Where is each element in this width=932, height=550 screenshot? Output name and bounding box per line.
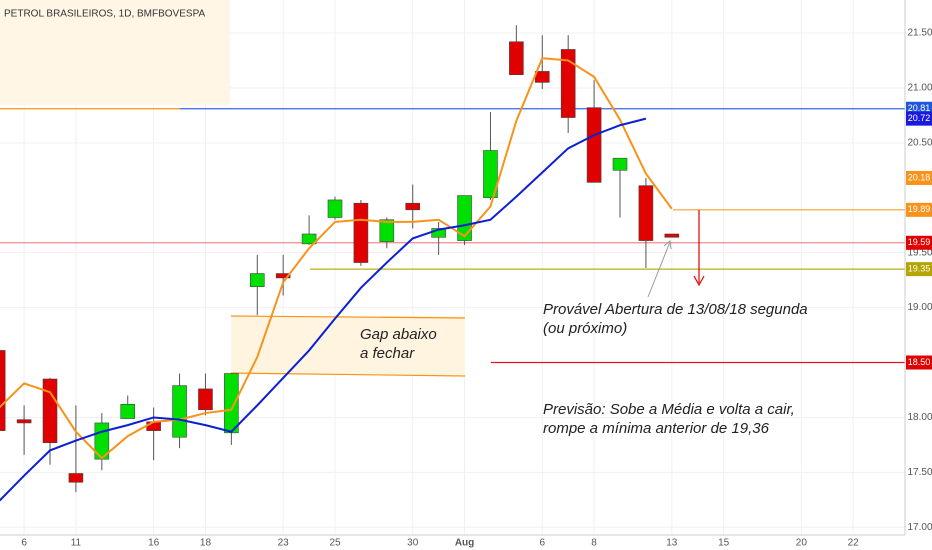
levels [0, 108, 905, 364]
annotation: Previsão: Sobe a Média e volta a cair, [543, 401, 795, 418]
candle-body [405, 202, 421, 211]
candle-body [560, 49, 576, 118]
y-tick-label: 18.00 [907, 412, 932, 423]
candle-body [275, 273, 291, 279]
down-arrow-head [693, 275, 705, 287]
y-tick-label: 19.50 [907, 247, 932, 258]
candle-body [68, 473, 84, 483]
candle-body [509, 41, 524, 76]
price-label: 19.35 [908, 264, 931, 274]
gap-bottom [230, 372, 466, 377]
x-tick-label: 23 [278, 538, 290, 549]
price-label: 20.72 [908, 113, 931, 123]
candle-body [612, 157, 628, 171]
candle-body [146, 421, 161, 431]
annotation: rompe a mínima anterior de 19,36 [543, 420, 770, 437]
candle-body [534, 71, 550, 83]
x-tick-label: 20 [796, 538, 808, 549]
x-tick-label: Aug [455, 538, 474, 549]
price-label-box [906, 111, 932, 126]
x-tick-label: 11 [71, 538, 82, 549]
candle-body [638, 185, 654, 241]
plot [0, 25, 680, 502]
gap-top [230, 315, 466, 319]
price-label: 20.18 [908, 172, 931, 182]
candle-body [198, 388, 213, 411]
moving-average [0, 117, 647, 502]
x-tick-label: 6 [539, 538, 545, 549]
price-label-box [906, 355, 932, 370]
axes: 17.00 17.50 18.00 19.00 19.50 20.50 21.00 21.50… [21, 28, 932, 549]
candle-body [457, 195, 472, 241]
candle-body [301, 233, 317, 245]
highlight-zone [0, 0, 230, 105]
x-tick-label: 30 [407, 538, 419, 549]
x-tick-label: 6 [21, 538, 27, 549]
x-tick-label: 25 [329, 538, 341, 549]
annotation: Provável Abertura de 13/08/18 segunda [543, 301, 808, 318]
candle-body [483, 150, 498, 199]
candle-body [327, 199, 343, 218]
price-label: 19.59 [908, 237, 931, 247]
candle-body [353, 202, 369, 263]
price-label-box [906, 202, 932, 217]
moving-average [0, 57, 673, 460]
pointer-arrow-head [663, 240, 672, 250]
y-tick-label: 17.00 [907, 522, 932, 533]
y-tick-label: 17.50 [907, 467, 932, 478]
price-label-box [906, 262, 932, 277]
price-label: 20.81 [908, 103, 931, 113]
chart-title: PETROL BRASILEIROS, 1D, BMFBOVESPA [4, 9, 205, 20]
y-tick-label: 20.50 [907, 137, 932, 148]
candle-body [224, 373, 239, 434]
candle-body [586, 107, 602, 183]
price-label-box [906, 170, 932, 185]
candle-body [379, 219, 395, 242]
candle-body [120, 403, 136, 419]
annotation: (ou próximo) [543, 320, 627, 337]
x-tick-label: 22 [848, 538, 860, 549]
candle-body [249, 273, 265, 288]
y-tick-label: 21.00 [907, 83, 932, 94]
price-label: 18.50 [908, 357, 931, 367]
candle-body [664, 233, 680, 238]
y-tick-label: 19.00 [907, 302, 932, 313]
price-label-box [906, 235, 932, 250]
candle-body [0, 350, 6, 431]
annotation: Gap abaixo [360, 326, 437, 343]
annotation: a fechar [360, 345, 415, 362]
candle-body [16, 419, 32, 424]
candle-body [172, 385, 187, 438]
y-tick-label: 21.50 [907, 28, 932, 39]
x-tick-label: 16 [148, 538, 160, 549]
gap-box [231, 316, 465, 375]
pointer-arrow [647, 241, 671, 298]
x-tick-label: 15 [718, 538, 730, 549]
x-tick-label: 13 [666, 538, 678, 549]
x-tick-label: 8 [591, 538, 597, 549]
price-label: 19.89 [908, 204, 931, 214]
x-tick-label: 18 [200, 538, 212, 549]
candle-body [42, 378, 58, 444]
